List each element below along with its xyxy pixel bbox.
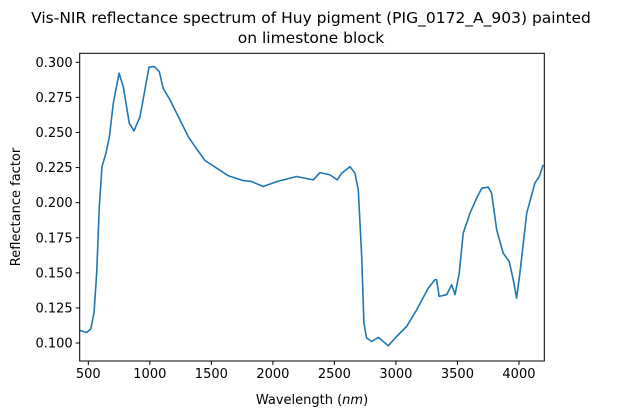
y-tick-label: 0.125 <box>35 301 72 316</box>
series-line <box>79 65 544 347</box>
y-tick-label: 0.300 <box>35 56 72 71</box>
chart-title-line-1: Vis-NIR reflectance spectrum of Huy pigm… <box>31 9 591 28</box>
x-tick-label: 4000 <box>502 367 535 382</box>
y-tick-label: 0.275 <box>35 91 72 106</box>
x-axis-label-part: ) <box>363 393 368 408</box>
x-tick-label: 2000 <box>256 367 289 382</box>
x-tick-label: 1000 <box>133 367 166 382</box>
plot-frame <box>79 52 545 362</box>
x-tick-label: 1500 <box>195 367 228 382</box>
x-axis-label-part: nm <box>342 393 363 408</box>
x-tick-label: 500 <box>76 367 101 382</box>
axis-ticks: 500 1000 1500 2000 2500 3000 3500 4000 0.100 0.12… <box>35 56 535 382</box>
x-axis-label: Wavelength (nm) <box>256 393 368 408</box>
x-axis-label-part: Wavelength ( <box>256 393 342 408</box>
y-tick-label: 0.100 <box>35 337 72 352</box>
y-tick-label: 0.150 <box>35 266 72 281</box>
y-tick-label: 0.175 <box>35 231 72 246</box>
x-tick-label: 3500 <box>441 367 474 382</box>
y-tick-label: 0.200 <box>35 196 72 211</box>
y-tick-label: 0.250 <box>35 126 72 141</box>
y-tick-label: 0.225 <box>35 161 72 176</box>
chart-title-line-2: on limestone block <box>238 29 385 47</box>
x-tick-label: 3000 <box>379 367 412 382</box>
y-axis-label: Reflectance factor <box>9 147 24 266</box>
x-tick-label: 2500 <box>318 367 351 382</box>
